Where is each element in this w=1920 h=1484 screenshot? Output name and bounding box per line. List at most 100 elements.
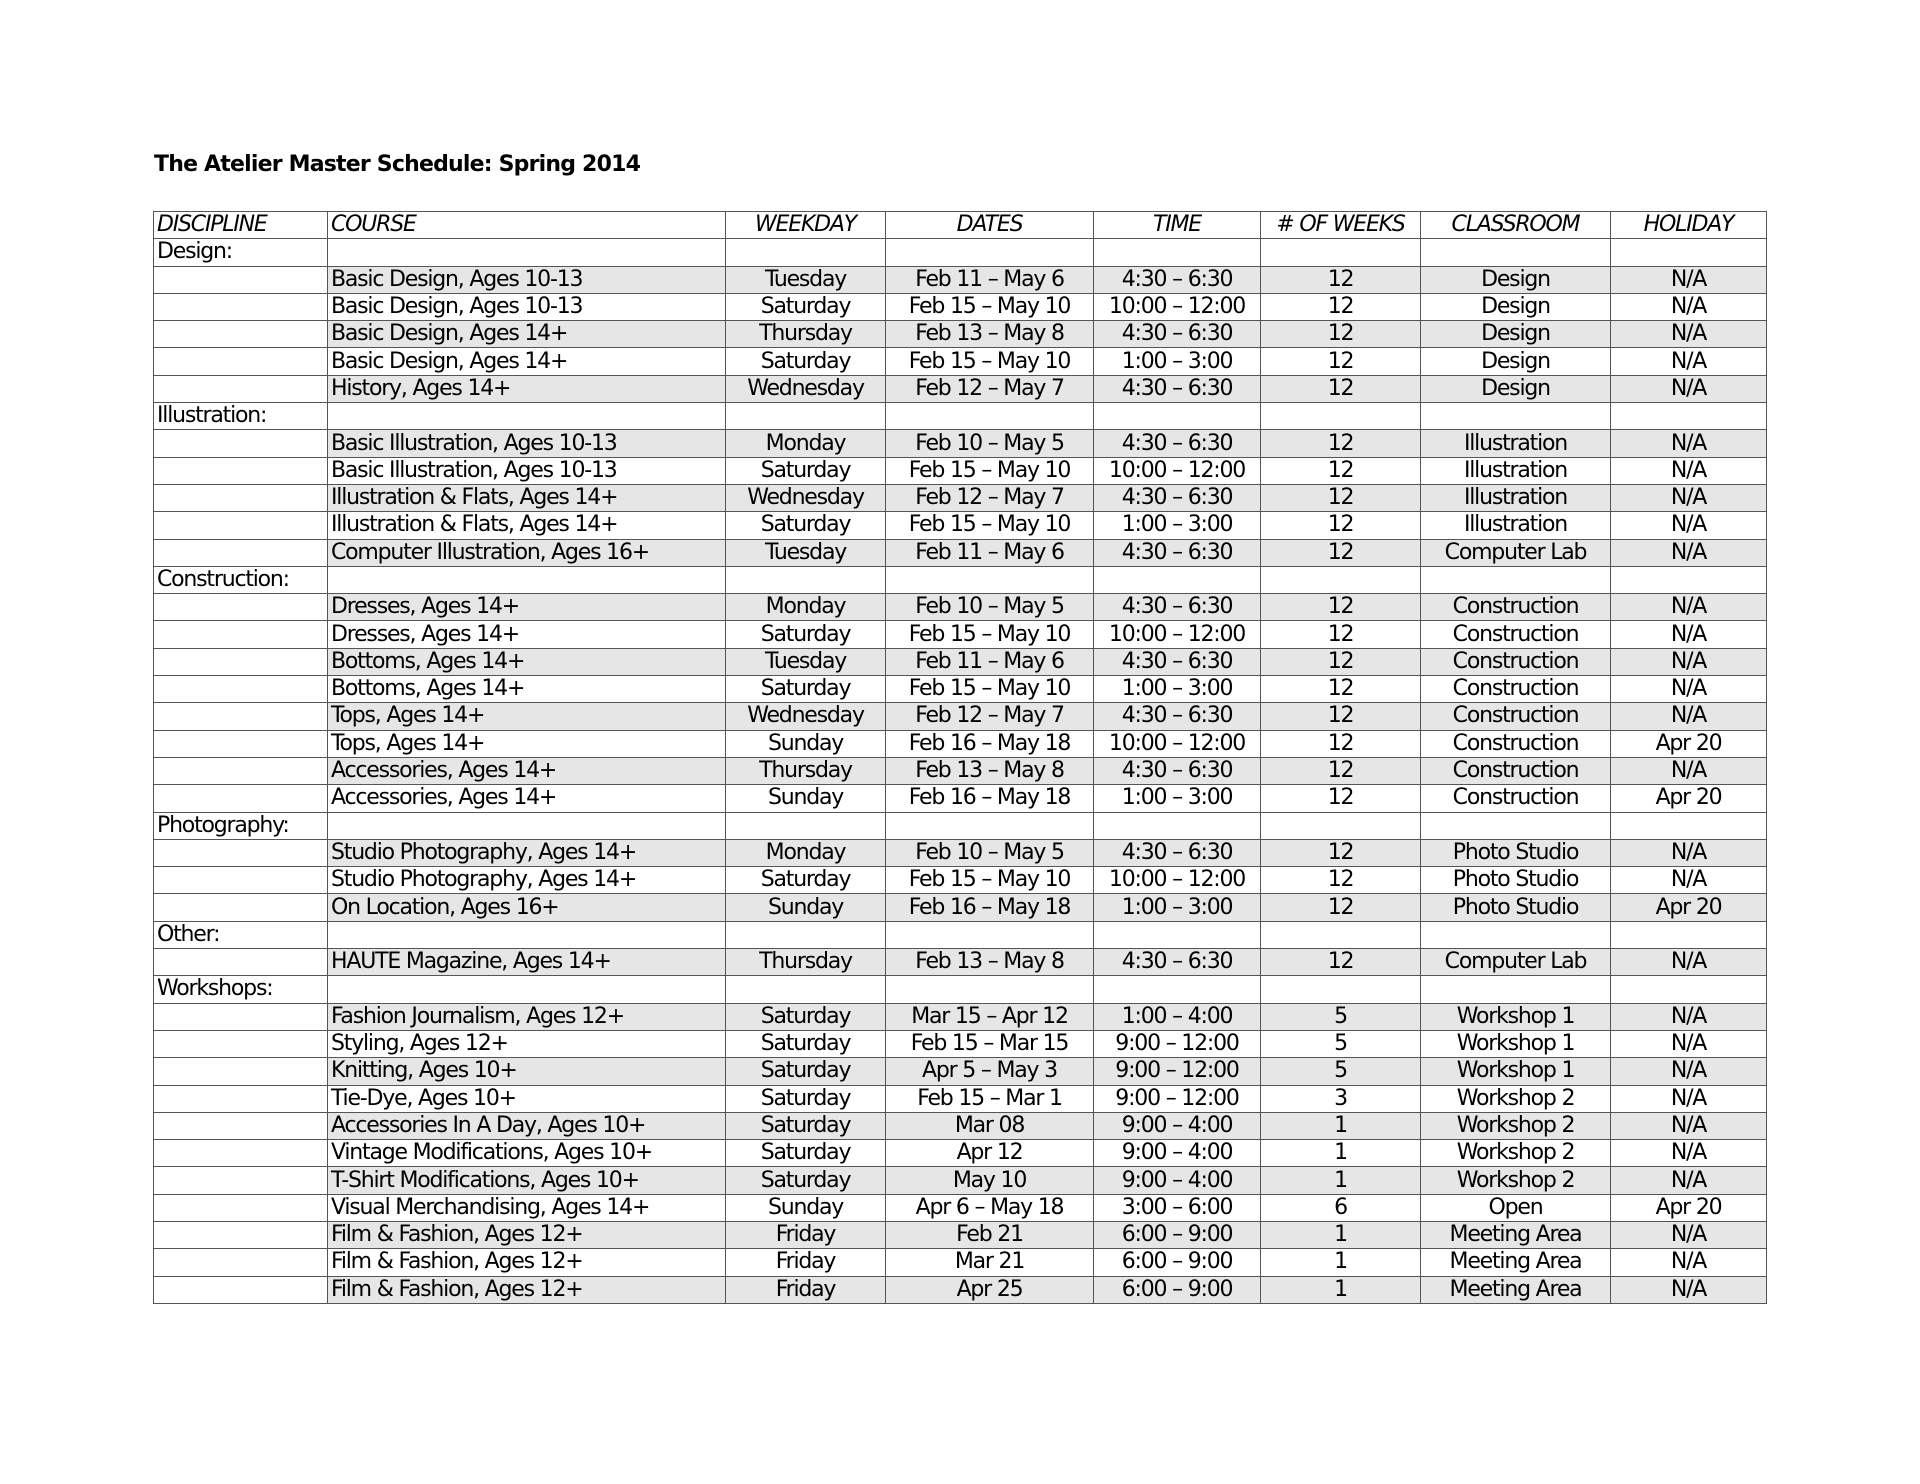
cell-classroom: Workshop 1 [1420, 1029, 1611, 1059]
cell-weeks: 12 [1260, 265, 1421, 294]
cell-classroom: Meeting Area [1420, 1248, 1611, 1277]
empty-cell [1420, 402, 1611, 431]
cell-weeks: 12 [1260, 538, 1421, 567]
cell-weekday: Saturday [725, 675, 886, 704]
cell-course: Tops, Ages 14+ [327, 702, 726, 731]
empty-cell [1260, 402, 1421, 431]
empty-cell [725, 238, 886, 267]
empty-cell [1610, 811, 1767, 840]
cell-classroom: Illustration [1420, 456, 1611, 485]
cell-course: Tops, Ages 14+ [327, 729, 726, 758]
cell-time: 9:00 – 4:00 [1093, 1166, 1261, 1195]
column-header-time: TIME [1093, 210, 1261, 240]
cell-dates: Feb 10 – May 5 [885, 429, 1094, 458]
course-row: Bottoms, Ages 14+ Tuesday Feb 11 – May 6 4:… [153, 647, 1767, 677]
cell-time: 4:30 – 6:30 [1093, 948, 1261, 977]
cell-course: Basic Design, Ages 14+ [327, 347, 726, 376]
cell-weekday: Thursday [725, 948, 886, 977]
cell-time: 1:00 – 3:00 [1093, 893, 1261, 922]
cell-dates: Feb 15 – May 10 [885, 675, 1094, 704]
cell-course: T-Shirt Modifications, Ages 10+ [327, 1166, 726, 1195]
cell-weekday: Saturday [725, 1084, 886, 1113]
cell-weeks: 12 [1260, 675, 1421, 704]
cell-holiday: N/A [1610, 593, 1767, 622]
cell-weeks: 12 [1260, 483, 1421, 513]
cell-course: Film & Fashion, Ages 12+ [327, 1220, 726, 1250]
cell-weekday: Monday [725, 838, 886, 868]
cell-classroom: Workshop 2 [1420, 1166, 1611, 1195]
cell-classroom: Workshop 2 [1420, 1139, 1611, 1168]
empty-cell [153, 374, 328, 404]
cell-holiday: N/A [1610, 456, 1767, 485]
cell-time: 4:30 – 6:30 [1093, 702, 1261, 731]
cell-dates: Feb 11 – May 6 [885, 265, 1094, 294]
cell-holiday: N/A [1610, 1029, 1767, 1059]
course-row: Accessories, Ages 14+ Thursday Feb 13 – Ma… [153, 756, 1767, 786]
course-row: Fashion Journalism, Ages 12+ Saturday Mar … [153, 1002, 1767, 1031]
cell-weeks: 12 [1260, 756, 1421, 786]
cell-dates: Feb 10 – May 5 [885, 593, 1094, 622]
cell-time: 4:30 – 6:30 [1093, 265, 1261, 294]
empty-cell [1093, 238, 1261, 267]
empty-cell [153, 1248, 328, 1277]
cell-dates: Feb 15 – May 10 [885, 347, 1094, 376]
empty-cell [153, 948, 328, 977]
cell-weeks: 12 [1260, 511, 1421, 540]
cell-dates: Feb 13 – May 8 [885, 948, 1094, 977]
cell-dates: Apr 12 [885, 1139, 1094, 1168]
discipline-name: Photography: [153, 811, 328, 840]
document-title: The Atelier Master Schedule: Spring 2014 [154, 152, 641, 177]
cell-course: Vintage Modifications, Ages 10+ [327, 1139, 726, 1168]
empty-cell [885, 920, 1094, 950]
empty-cell [153, 429, 328, 458]
empty-cell [153, 675, 328, 704]
empty-cell [153, 620, 328, 649]
cell-course: Bottoms, Ages 14+ [327, 647, 726, 677]
cell-holiday: Apr 20 [1610, 784, 1767, 813]
empty-cell [153, 483, 328, 513]
cell-dates: Feb 16 – May 18 [885, 729, 1094, 758]
cell-course: Computer Illustration, Ages 16+ [327, 538, 726, 567]
empty-cell [153, 1029, 328, 1059]
cell-dates: Feb 16 – May 18 [885, 784, 1094, 813]
empty-cell [153, 593, 328, 622]
empty-cell [1093, 402, 1261, 431]
cell-weeks: 6 [1260, 1193, 1421, 1222]
cell-classroom: Computer Lab [1420, 538, 1611, 567]
cell-time: 10:00 – 12:00 [1093, 866, 1261, 895]
cell-time: 9:00 – 12:00 [1093, 1029, 1261, 1059]
cell-dates: Feb 15 – May 10 [885, 292, 1094, 322]
cell-weeks: 5 [1260, 1029, 1421, 1059]
cell-dates: Apr 25 [885, 1275, 1094, 1304]
cell-classroom: Workshop 2 [1420, 1111, 1611, 1141]
column-header-weekday: WEEKDAY [725, 210, 886, 240]
cell-weekday: Saturday [725, 292, 886, 322]
course-row: Bottoms, Ages 14+ Saturday Feb 15 – May 10… [153, 675, 1767, 704]
cell-holiday: N/A [1610, 702, 1767, 731]
cell-classroom: Illustration [1420, 483, 1611, 513]
cell-course: Film & Fashion, Ages 12+ [327, 1275, 726, 1304]
column-header-classroom: CLASSROOM [1420, 210, 1611, 240]
cell-dates: Feb 12 – May 7 [885, 374, 1094, 404]
empty-cell [725, 402, 886, 431]
cell-classroom: Illustration [1420, 429, 1611, 458]
empty-cell [1610, 920, 1767, 950]
cell-weekday: Thursday [725, 320, 886, 349]
cell-weekday: Wednesday [725, 702, 886, 731]
empty-cell [885, 565, 1094, 595]
cell-classroom: Design [1420, 347, 1611, 376]
cell-classroom: Construction [1420, 620, 1611, 649]
course-row: Basic Design, Ages 14+ Thursday Feb 13 – M… [153, 320, 1767, 349]
empty-cell [1260, 975, 1421, 1004]
course-row: Basic Design, Ages 10-13 Tuesday Feb 11 – … [153, 265, 1767, 294]
cell-dates: Mar 08 [885, 1111, 1094, 1141]
cell-classroom: Computer Lab [1420, 948, 1611, 977]
cell-course: Fashion Journalism, Ages 12+ [327, 1002, 726, 1031]
cell-dates: Feb 15 – May 10 [885, 511, 1094, 540]
empty-cell [1610, 402, 1767, 431]
cell-weekday: Saturday [725, 347, 886, 376]
cell-weeks: 3 [1260, 1084, 1421, 1113]
cell-holiday: N/A [1610, 538, 1767, 567]
cell-classroom: Construction [1420, 647, 1611, 677]
course-row: Accessories, Ages 14+ Sunday Feb 16 – May … [153, 784, 1767, 813]
